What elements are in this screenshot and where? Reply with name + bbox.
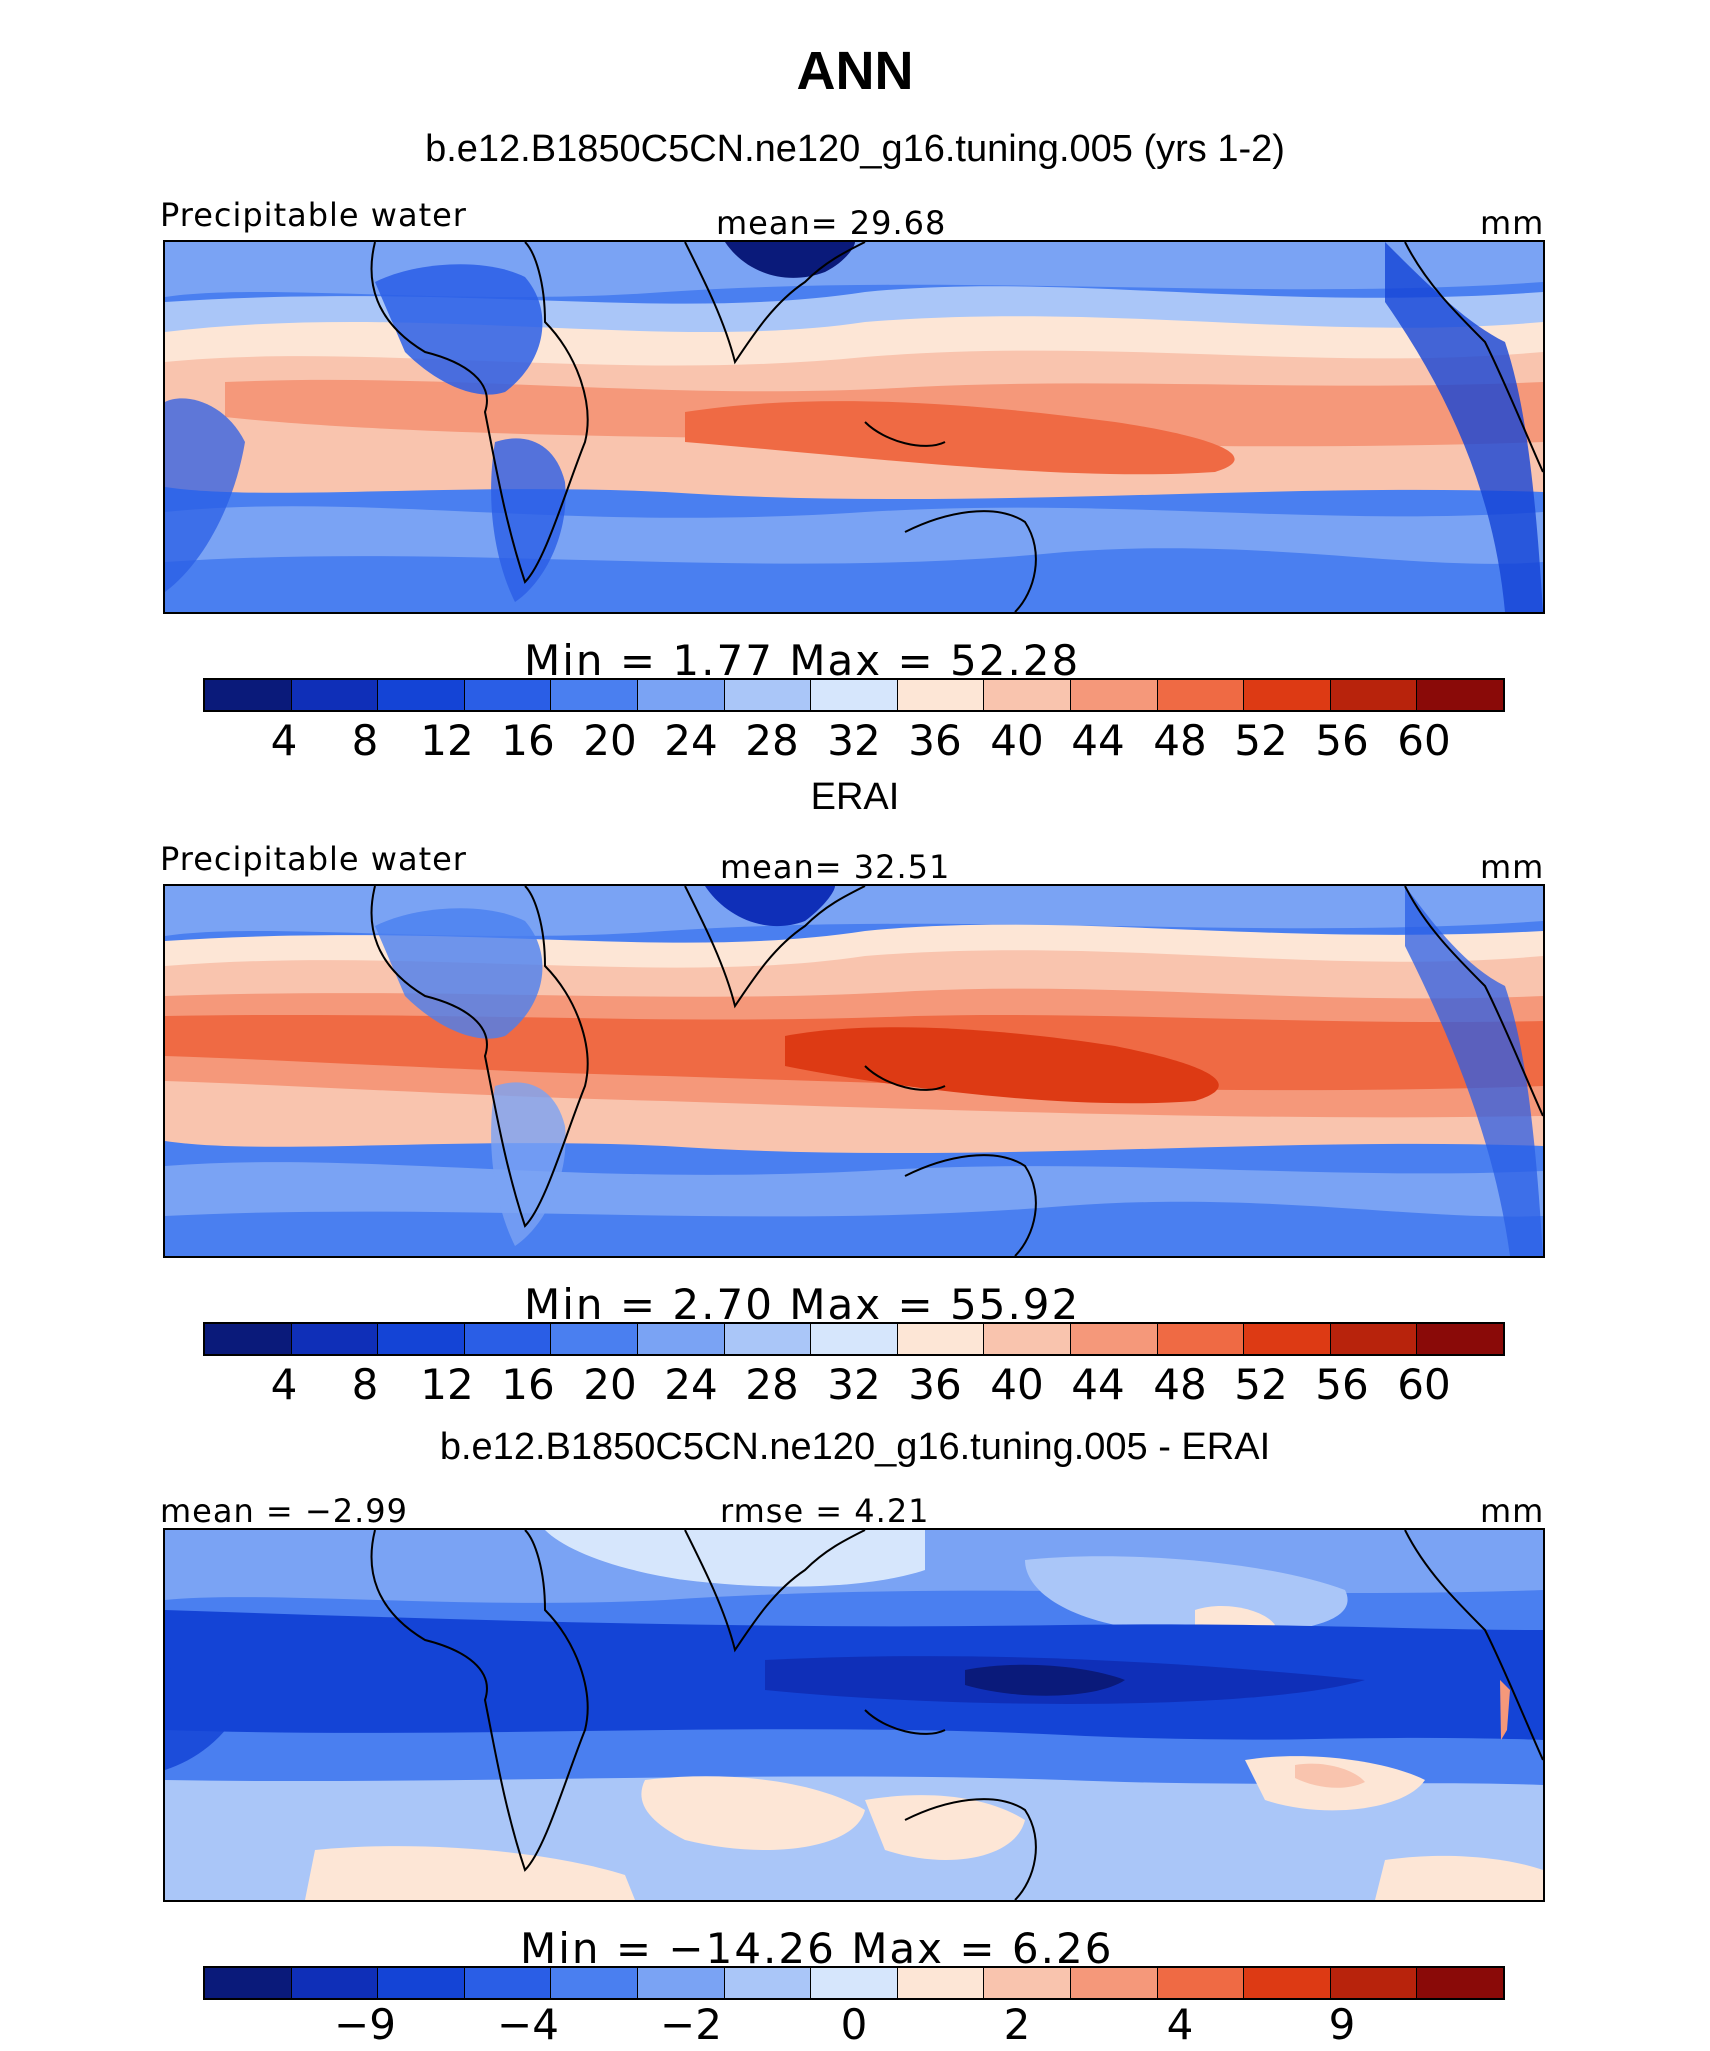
panel-1-tick: 28 [745, 716, 799, 765]
panel-1-tick: 16 [501, 716, 555, 765]
panel-2-mean-label: mean= 32.51 [720, 848, 951, 886]
panel-1-tick: 20 [583, 716, 637, 765]
panel-1-tick: 60 [1397, 716, 1451, 765]
panel-2-tick: 60 [1397, 1360, 1451, 1409]
panel-2-tick: 52 [1234, 1360, 1288, 1409]
panel-3-tick: −4 [497, 2000, 559, 2049]
panel-1-tick: 36 [908, 716, 962, 765]
panel-3-tick: 9 [1328, 2000, 1356, 2049]
panel-3-tick: −9 [334, 2000, 396, 2049]
panel-3-mean-label: mean = −2.99 [160, 1492, 408, 1530]
panel-2-tick: 12 [420, 1360, 474, 1409]
panel-2-tick: 4 [270, 1360, 298, 1409]
panel-2-map [163, 884, 1545, 1258]
panel-2-variable-label: Precipitable water [160, 840, 467, 878]
panel-2-tick: 20 [583, 1360, 637, 1409]
panel-3-tick: 4 [1166, 2000, 1194, 2049]
panel-2-tick: 8 [351, 1360, 379, 1409]
panel-2-tick: 32 [827, 1360, 881, 1409]
panel-1-tick: 4 [270, 716, 298, 765]
panel-2-tick: 40 [990, 1360, 1044, 1409]
panel-3-minmax: Min = −14.26 Max = 6.26 [520, 1924, 1114, 1973]
panel-2-tick: 16 [501, 1360, 555, 1409]
panel-1-variable-label: Precipitable water [160, 196, 467, 234]
panel-2-units-label: mm [1480, 848, 1545, 886]
panel-1-tick: 40 [990, 716, 1044, 765]
panel-1-tick: 52 [1234, 716, 1288, 765]
panel-1-tick: 44 [1071, 716, 1125, 765]
panel-3-tick: 0 [840, 2000, 868, 2049]
panel-1-subtitle: b.e12.B1850C5CN.ne120_g16.tuning.005 (yr… [425, 128, 1285, 170]
panel-1-tick: 24 [664, 716, 718, 765]
panel-2-tick: 48 [1153, 1360, 1207, 1409]
panel-1-tick: 48 [1153, 716, 1207, 765]
panel-3-units-label: mm [1480, 1492, 1545, 1530]
panel-3-colorbar [203, 1966, 1505, 2000]
panel-2-minmax: Min = 2.70 Max = 55.92 [524, 1280, 1081, 1329]
panel-2-tick: 24 [664, 1360, 718, 1409]
panel-2-tick: 44 [1071, 1360, 1125, 1409]
panel-2-tick: 28 [745, 1360, 799, 1409]
panel-1-tick: 8 [351, 716, 379, 765]
panel-1-minmax: Min = 1.77 Max = 52.28 [524, 636, 1081, 685]
panel-2-tick: 56 [1315, 1360, 1369, 1409]
panel-1-colorbar [203, 678, 1505, 712]
panel-3-subtitle: b.e12.B1850C5CN.ne120_g16.tuning.005 - E… [439, 1426, 1271, 1468]
panel-3-rmse-label: rmse = 4.21 [720, 1492, 930, 1530]
panel-1-mean-label: mean= 29.68 [716, 204, 947, 242]
panel-1-units-label: mm [1480, 204, 1545, 242]
panel-2-subtitle: ERAI [810, 776, 900, 818]
panel-1-map [163, 240, 1545, 614]
panel-3-map [163, 1528, 1545, 1902]
panel-2-colorbar [203, 1322, 1505, 1356]
figure-title: ANN [796, 41, 914, 101]
panel-1-tick: 56 [1315, 716, 1369, 765]
panel-3-tick: 2 [1003, 2000, 1031, 2049]
panel-1-tick: 32 [827, 716, 881, 765]
panel-3-tick: −2 [660, 2000, 722, 2049]
panel-1-tick: 12 [420, 716, 474, 765]
panel-2-tick: 36 [908, 1360, 962, 1409]
